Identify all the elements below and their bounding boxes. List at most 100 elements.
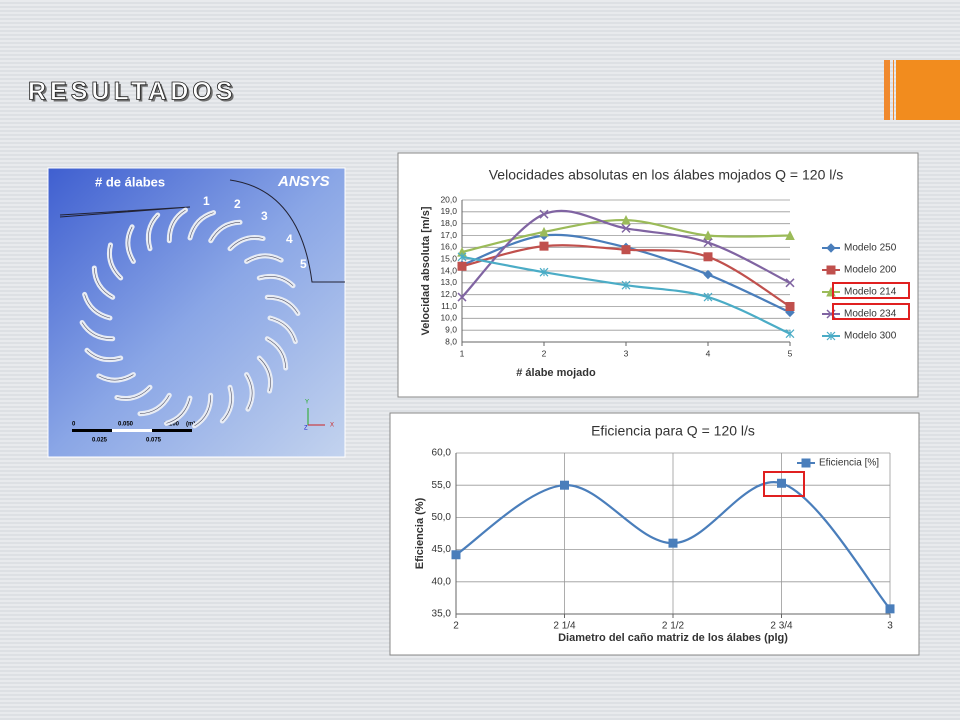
marker [703,252,713,262]
chart: Eficiencia para Q = 120 l/s 35,0 40,0 45,0 5… [389,412,920,656]
scale-label: (m) [186,422,195,428]
blade-edge [189,212,214,239]
marker [457,261,467,271]
y-axis-label: Velocidad absoluta [m/s] [420,206,432,335]
y-tick-label: 17,0 [440,230,457,240]
blade-edge [148,214,158,249]
x-axis-label: Diametro del caño matriz de los álabes (… [558,632,788,644]
x-tick-label: 4 [706,348,711,358]
marker [777,478,786,488]
marker [621,223,631,233]
legend-label: Eficiencia [%] [819,458,879,469]
x-tick-label: 2 1/4 [553,621,576,632]
chart: Velocidades absolutas en los álabes moja… [397,152,919,398]
blade-edge [267,338,287,369]
marker [560,480,569,490]
marker [703,238,713,248]
marker [785,230,795,240]
x-tick-label: 2 [453,621,459,632]
marker [451,550,461,560]
y-tick-label: 50,0 [432,512,452,523]
marker [539,267,549,277]
blade-edge [81,322,113,340]
blade-number: 4 [286,232,293,246]
y-tick-label: 35,0 [432,609,452,620]
marker [785,329,795,339]
blade-edge [210,221,241,241]
marker [457,252,467,262]
marker [703,230,713,240]
y-axis-label: Eficiencia (%) [414,497,426,569]
y-tick-label: 15,0 [440,253,457,263]
marker [539,209,549,219]
axis-label: Z [304,426,308,432]
casing-outline [59,179,345,283]
y-tick-label: 9,0 [445,324,457,334]
accent-bar [884,60,890,120]
marker [785,278,795,288]
y-tick-label: 16,0 [440,242,457,252]
blade-edge [194,395,212,427]
marker [885,604,895,614]
blade-edge [267,296,299,314]
x-tick-label: 2 1/2 [662,621,685,632]
blade-edge [139,395,170,415]
y-tick-label: 20,0 [440,194,457,204]
scale-bar [112,429,152,432]
marker [539,226,549,237]
blade-edge [246,374,253,410]
x-tick-label: 3 [624,348,629,358]
scale-label: 0 [72,422,76,428]
x-axis-label: # álabe mojado [516,367,596,379]
y-tick-label: 13,0 [440,277,457,287]
blade-edge [168,209,186,241]
legend-label: Modelo 234 [844,309,897,320]
blade-number: 5 [300,257,307,271]
marker [668,538,678,548]
x-tick-label: 2 [542,348,547,358]
legend-label: Modelo 300 [844,331,897,342]
marker [703,292,713,302]
x-tick-label: 1 [460,348,465,358]
x-tick-label: 5 [788,348,793,358]
blade-edge [98,374,134,381]
chart-title: Velocidades absolutas en los álabes moja… [489,167,844,183]
simulation-image: # de álabes ANSYS 1 2 3 4 5 0 0.050 0.10… [47,167,346,458]
blade-edge [86,350,121,360]
highlight-box [832,282,910,299]
blade-edge [93,267,113,298]
marker [785,302,795,311]
y-tick-label: 8,0 [445,336,457,346]
axis-label: X [330,423,334,429]
marker [621,280,631,290]
y-tick-label: 11,0 [441,301,457,311]
marker [801,458,811,468]
blade-number: 1 [203,194,210,208]
y-tick-label: 19,0 [440,206,457,216]
legend-label: Modelo 250 [844,243,897,254]
legend-label: Modelo 214 [844,287,897,298]
marker [539,241,549,251]
blade-edge [222,387,232,422]
y-tick-label: 45,0 [432,544,452,555]
blade-edge [269,317,296,342]
slide-title-shadow: RESULTADOS [30,80,239,108]
blade-edge [259,357,271,392]
image-frame [47,167,346,458]
highlight-box [763,471,805,497]
y-tick-label: 60,0 [432,448,452,459]
scale-label: 0.025 [92,438,108,444]
y-tick-label: 14,0 [440,265,457,275]
y-tick-label: 18,0 [440,218,457,228]
image-brand: ANSYS [277,173,330,190]
y-tick-label: 12,0 [440,289,457,299]
chart-title: Eficiencia para Q = 120 l/s [591,423,755,439]
marker [621,214,631,225]
highlight-box [832,303,910,320]
blade-edge [246,255,282,262]
chart-frame [389,412,920,656]
blade-edge [109,244,121,279]
blade-edge [166,397,191,424]
blade-edge [84,294,111,319]
